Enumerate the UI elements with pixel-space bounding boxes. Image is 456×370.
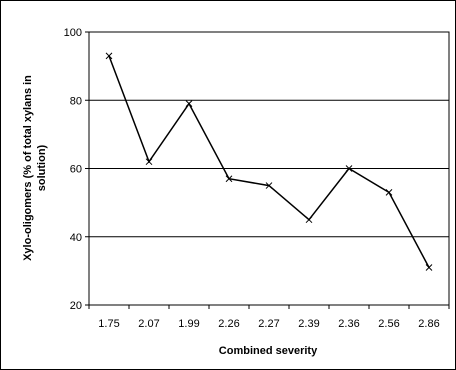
data-point-marker — [425, 264, 433, 271]
y-axis-ticks: 20 40 60 80 100 — [64, 27, 89, 312]
series-markers — [105, 52, 433, 271]
x-axis-title: Combined severity — [219, 345, 318, 357]
y-tick-label: 20 — [70, 300, 82, 312]
series-line — [108, 55, 430, 268]
y-tick-label: 60 — [70, 164, 82, 176]
data-point-marker — [385, 189, 393, 196]
y-tick-label: 80 — [70, 95, 82, 107]
data-point-marker — [225, 175, 233, 183]
gridlines — [89, 99, 449, 238]
x-tick-label: 2.07 — [138, 318, 159, 330]
x-tick-label: 2.26 — [218, 318, 239, 330]
data-point-marker — [145, 158, 153, 166]
data-point-marker — [105, 52, 113, 60]
x-tick-label: 2.86 — [418, 318, 439, 330]
x-tick-label: 1.99 — [178, 318, 199, 330]
y-tick-label: 40 — [70, 232, 82, 244]
x-tick-label: 1.75 — [98, 318, 119, 330]
x-tick-label: 2.56 — [378, 318, 399, 330]
y-axis-title-line-1: Xylo-oligomers (% of total xylans in — [22, 75, 34, 261]
data-point-marker — [345, 165, 353, 172]
x-tick-label: 2.27 — [258, 318, 279, 330]
y-tick-label: 100 — [64, 27, 82, 39]
data-point-marker — [305, 216, 313, 224]
data-point-marker — [185, 100, 193, 108]
y-axis-title-line-2: solution) — [36, 144, 48, 191]
x-tick-label: 2.36 — [338, 318, 359, 330]
x-tick-label: 2.39 — [298, 318, 319, 330]
data-point-marker — [265, 182, 273, 189]
x-axis-ticks: 1.75 2.07 1.99 2.26 2.27 2.39 2.36 2.56 2.86 — [88, 305, 450, 330]
y-axis-title: Xylo-oligomers (% of total xylans in sol… — [22, 75, 48, 261]
